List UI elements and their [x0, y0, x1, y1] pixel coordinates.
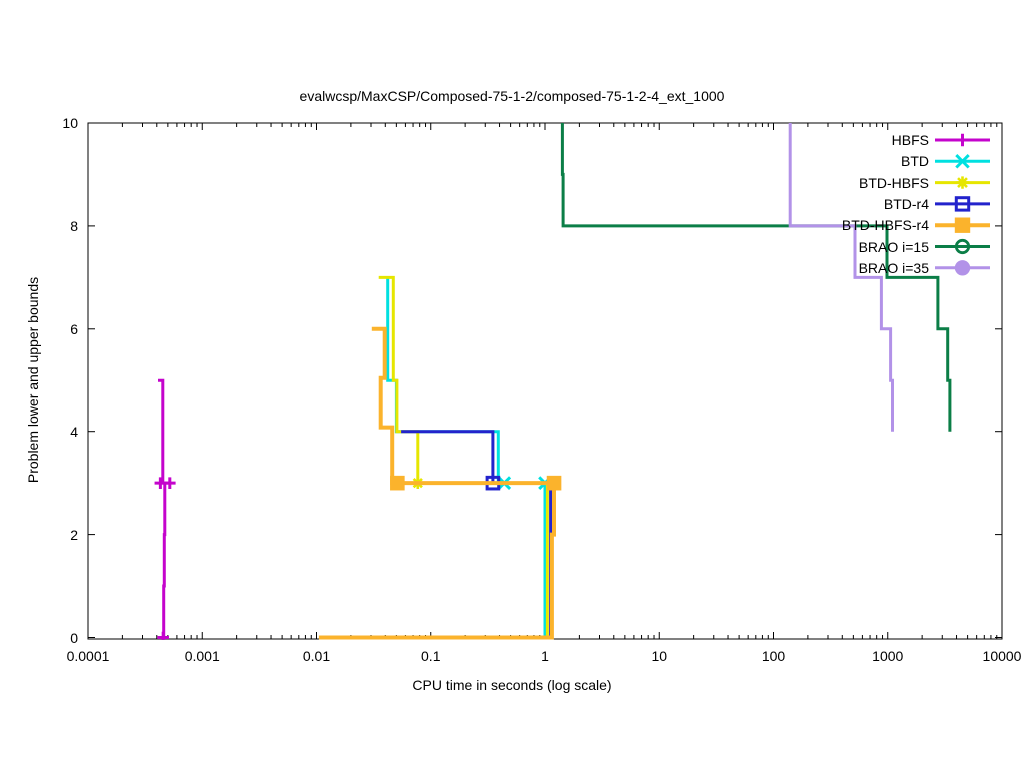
legend-label-hbfs: HBFS: [891, 132, 929, 148]
y-tick-label: 6: [70, 320, 78, 337]
x-tick-label: 100: [761, 648, 786, 664]
x-tick-label: 1: [541, 648, 549, 664]
legend-label-btd-hbfs-r4: BTD-HBFS-r4: [841, 217, 929, 234]
series-btd-r4: [401, 430, 553, 638]
series-btd: [386, 277, 552, 638]
x-tick-label: 10000: [982, 648, 1022, 664]
x-axis-label: CPU time in seconds (log scale): [412, 677, 612, 693]
y-tick-label: 2: [70, 526, 78, 543]
axis-ticks: [87, 122, 1003, 639]
y-tick-label: 4: [70, 423, 78, 440]
x-tick-label: 0.1: [421, 648, 441, 664]
series-btd-hbfs: [378, 275, 549, 638]
series-btd-hbfs-r4: [318, 326, 562, 640]
y-tick-label: 8: [70, 217, 78, 234]
legend-label-btd-r4: BTD-r4: [883, 195, 929, 212]
x-tick-label: 0.01: [302, 648, 331, 664]
legend-label-brao-i-35: BRAO i=35: [858, 259, 929, 276]
series-brao-i-15: [560, 123, 952, 432]
legend-label-btd: BTD: [901, 153, 929, 170]
chart-title: evalwcsp/MaxCSP/Composed-75-1-2/composed…: [299, 88, 725, 104]
x-tick-label: 0.0001: [66, 648, 110, 664]
x-tick-label: 0.001: [184, 648, 220, 664]
legend: [935, 133, 990, 276]
x-tick-label: 1000: [872, 648, 904, 664]
series-hbfs: [154, 378, 176, 640]
legend-label-btd-hbfs: BTD-HBFS: [859, 174, 929, 191]
y-tick-label: 0: [70, 629, 78, 646]
x-tick-label: 10: [651, 648, 668, 664]
series-brao-i-35: [788, 123, 894, 432]
legend-label-brao-i-15: BRAO i=15: [858, 238, 929, 255]
y-tick-label: 10: [62, 115, 78, 131]
